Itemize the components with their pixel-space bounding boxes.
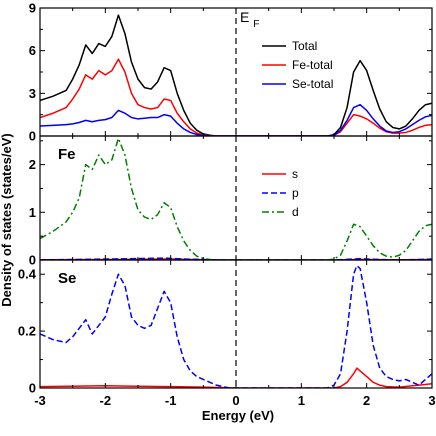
y-tick-label: 0 bbox=[29, 381, 36, 396]
series-line-s-3 bbox=[40, 367, 432, 388]
x-axis-label: Energy (eV) bbox=[202, 408, 274, 423]
x-tick-label: 1 bbox=[298, 393, 305, 408]
panel-label-fe: Fe bbox=[58, 146, 76, 163]
y-tick-label: 2 bbox=[29, 157, 36, 172]
legend-entry-total: Total bbox=[292, 39, 317, 53]
series-line-p-3 bbox=[40, 264, 432, 388]
x-tick-label: 0 bbox=[232, 393, 239, 408]
series-line-d-2 bbox=[40, 137, 432, 260]
panel-1: 0 3 6 9 Total Fe-total Se-total bbox=[29, 1, 433, 144]
fermi-label-main: E bbox=[240, 9, 249, 25]
panel-label-se: Se bbox=[58, 270, 76, 287]
x-axis: -3 -2 -1 0 1 2 3 bbox=[34, 393, 435, 408]
x-tick-label: -3 bbox=[34, 393, 46, 408]
y-tick-label: 0 bbox=[29, 129, 36, 144]
panel-3: 0 0.2 0.4 Se bbox=[18, 259, 433, 396]
x-tick-label: 2 bbox=[363, 393, 370, 408]
legend-entry-d: d bbox=[292, 205, 299, 219]
panel-2: 0 1 2 Fe spd bbox=[29, 135, 433, 268]
y-tick-label: 0.2 bbox=[18, 324, 36, 339]
legend-entry-s: s bbox=[292, 167, 298, 181]
x-tick-label: -1 bbox=[165, 393, 177, 408]
series-line-fe-total-1 bbox=[40, 58, 432, 136]
panels-group: 0 3 6 9 Total Fe-total Se-total 0 1 2 Fe spd 0 0.2 0.4… bbox=[18, 1, 433, 396]
fermi-label-sub: F bbox=[253, 19, 259, 30]
legend-entry-p: p bbox=[292, 186, 299, 200]
series-line-total-1 bbox=[40, 14, 432, 136]
x-tick-label: -2 bbox=[100, 393, 112, 408]
y-tick-label: 9 bbox=[29, 1, 36, 16]
x-tick-label: 3 bbox=[428, 393, 435, 408]
legend-entry-fe-total: Fe-total bbox=[292, 58, 333, 72]
y-axis-label: Density of states (states/eV) bbox=[0, 133, 14, 306]
y-tick-label: 3 bbox=[29, 86, 36, 101]
y-tick-label: 0 bbox=[29, 253, 36, 268]
y-tick-label: 0.4 bbox=[18, 267, 37, 282]
legend-entry-se-total: Se-total bbox=[292, 77, 333, 91]
y-tick-label: 6 bbox=[29, 43, 36, 58]
y-tick-label: 1 bbox=[29, 205, 36, 220]
series-line-se-total-1 bbox=[40, 103, 432, 136]
fermi-level-label: E F bbox=[240, 9, 259, 30]
